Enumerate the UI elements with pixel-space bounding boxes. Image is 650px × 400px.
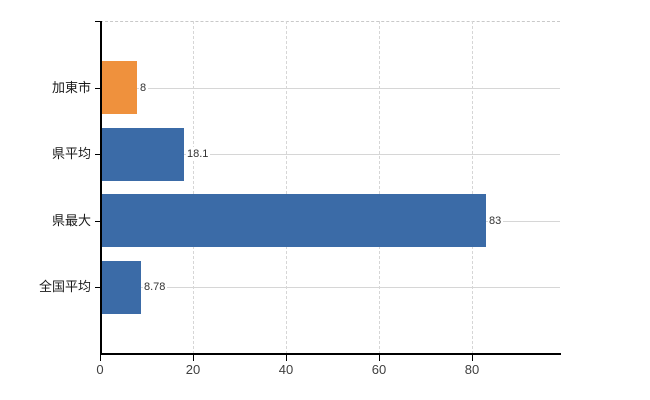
y-axis-top-tick (95, 21, 101, 22)
x-tick-label: 60 (371, 362, 387, 377)
x-tick-label: 40 (278, 362, 294, 377)
gridline-vertical (285, 21, 287, 354)
y-axis-tick (95, 287, 101, 288)
x-tick-label: 80 (464, 362, 480, 377)
bar-value-label: 18.1 (186, 147, 211, 161)
bar (100, 61, 137, 114)
x-tick-label: 20 (185, 362, 201, 377)
bar (100, 194, 486, 247)
y-axis-tick (95, 88, 101, 89)
y-axis-tick (95, 221, 101, 222)
plot-top-border (100, 21, 560, 22)
gridline-vertical (471, 21, 473, 354)
gridline-vertical (192, 21, 194, 354)
y-axis-tick (95, 154, 101, 155)
gridline-horizontal (100, 88, 560, 89)
x-axis-tick (286, 355, 287, 361)
x-axis-tick (472, 355, 473, 361)
gridline-vertical (378, 21, 380, 354)
gridline-horizontal (100, 154, 560, 155)
y-axis-label: 全国平均 (38, 279, 91, 294)
bar-value-label: 8 (139, 81, 149, 95)
bar (100, 128, 184, 181)
plot-area: 8 18.1 83 8.78 (100, 21, 560, 354)
x-tick-label: 0 (96, 362, 104, 377)
y-axis-label: 加東市 (51, 80, 91, 95)
x-axis-tick (193, 355, 194, 361)
gridline-horizontal (100, 287, 560, 288)
x-axis-tick (379, 355, 380, 361)
bar-value-label: 83 (488, 214, 504, 228)
bar-value-label: 8.78 (143, 280, 168, 294)
x-axis (100, 353, 561, 355)
x-axis-tick (100, 355, 101, 361)
y-axis-label: 県最大 (51, 213, 91, 228)
y-axis (100, 21, 102, 354)
bar (100, 261, 141, 314)
y-axis-label: 県平均 (51, 146, 91, 161)
